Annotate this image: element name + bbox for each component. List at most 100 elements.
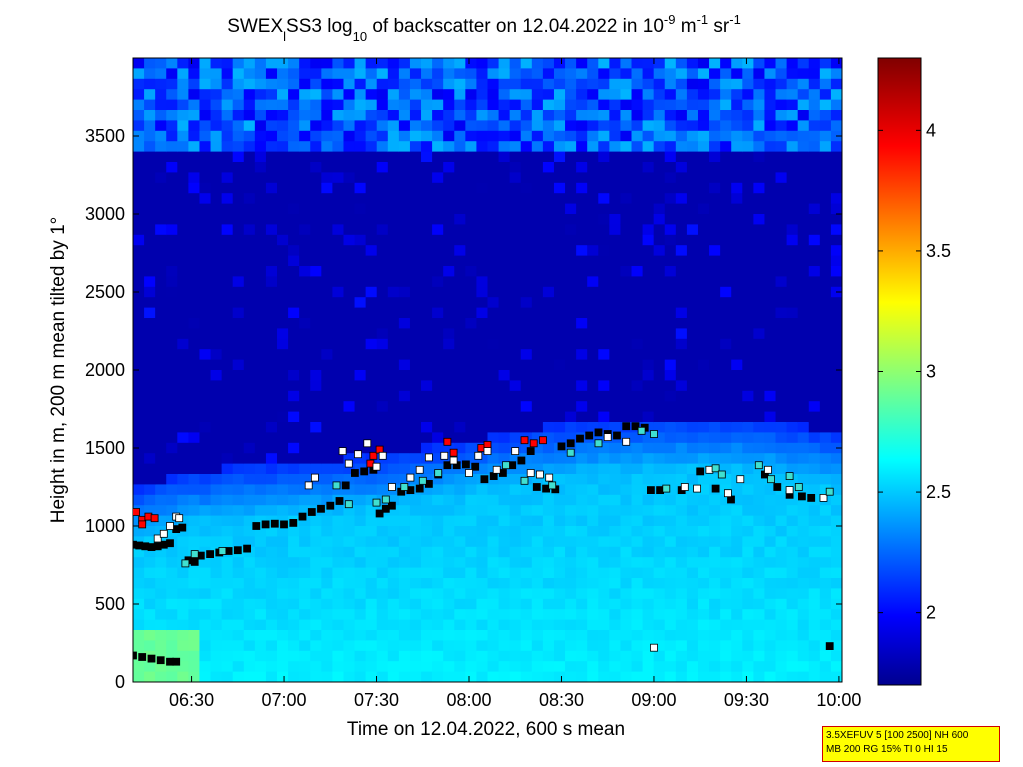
heatmap-cell [675, 380, 688, 392]
heatmap-cell [343, 78, 356, 90]
colorbar-tick-label: 3 [926, 362, 936, 382]
heatmap-cell [819, 515, 832, 527]
heatmap-cell [321, 110, 334, 121]
heatmap-cell [819, 650, 832, 662]
heatmap-cell [819, 162, 832, 173]
heatmap-cell [409, 370, 422, 381]
heatmap-cell [277, 578, 289, 589]
heatmap-cell [764, 234, 777, 246]
heatmap-cell [288, 255, 300, 267]
heatmap-cell [177, 162, 189, 173]
heatmap-cell [808, 172, 821, 184]
heatmap-cell [387, 380, 400, 392]
heatmap-cell [742, 328, 754, 340]
heatmap-cell [542, 671, 555, 682]
heatmap-cell [365, 297, 378, 309]
heatmap-cell [243, 297, 256, 309]
heatmap-cell [288, 318, 300, 329]
heatmap-cell [487, 578, 500, 589]
heatmap-cell [764, 370, 777, 381]
heatmap-cell [310, 380, 322, 392]
heatmap-cell [642, 453, 655, 465]
heatmap-cell [254, 203, 267, 215]
heatmap-cell [332, 120, 345, 132]
heatmap-cell [343, 640, 356, 652]
heatmap-cell [709, 297, 721, 309]
heatmap-cell [653, 661, 666, 673]
heatmap-cell [265, 266, 278, 277]
heatmap-cell [343, 567, 356, 579]
heatmap-cell [387, 588, 400, 600]
heatmap-cell [731, 349, 743, 361]
heatmap-cell [221, 120, 234, 132]
heatmap-cell [310, 224, 322, 236]
heatmap-cell [299, 557, 311, 569]
heatmap-cell [819, 557, 832, 569]
heatmap-cell [753, 68, 766, 80]
heatmap-cell [631, 661, 644, 673]
heatmap-cell [465, 78, 478, 90]
heatmap-cell [321, 380, 334, 392]
heatmap-cell [166, 141, 178, 153]
heatmap-cell [697, 526, 710, 537]
heatmap-cell [808, 526, 821, 537]
heatmap-cell [487, 661, 500, 673]
heatmap-cell [465, 370, 478, 381]
heatmap-cell [742, 297, 754, 309]
heatmap-cell [531, 78, 544, 90]
heatmap-cell [797, 151, 810, 163]
heatmap-cell [731, 89, 743, 101]
heatmap-cell [299, 193, 311, 205]
heatmap-cell [409, 276, 422, 288]
heatmap-cell [166, 671, 178, 682]
heatmap-cell [697, 650, 710, 662]
heatmap-cell [709, 266, 721, 277]
heatmap-cell [343, 390, 356, 402]
heatmap-cell [398, 234, 411, 246]
heatmap-cell [376, 619, 389, 631]
heatmap-cell [720, 671, 732, 682]
heatmap-cell [786, 432, 799, 444]
heatmap-cell [155, 515, 167, 527]
heatmap-cell [819, 671, 832, 682]
heatmap-cell [376, 609, 389, 621]
heatmap-cell [354, 214, 367, 225]
heatmap-cell [742, 318, 754, 329]
heatmap-cell [421, 276, 433, 288]
heatmap-cell [365, 432, 378, 444]
heatmap-cell [409, 182, 422, 194]
heatmap-cell [598, 172, 610, 184]
heatmap-cell [232, 245, 245, 257]
heatmap-cell [432, 598, 444, 610]
heatmap-cell [232, 286, 245, 298]
heatmap-cell [221, 390, 234, 402]
heatmap-cell [653, 224, 666, 236]
heatmap-cell [166, 370, 178, 381]
heatmap-cell [587, 68, 599, 80]
heatmap-cell [753, 328, 766, 340]
heatmap-cell [819, 245, 832, 257]
heatmap-cell [664, 401, 677, 413]
heatmap-cell [354, 307, 367, 319]
heatmap-cell [598, 89, 610, 101]
heatmap-cell [509, 536, 522, 548]
heatmap-cell [277, 505, 289, 517]
heatmap-cell [609, 224, 622, 236]
heatmap-cell [565, 567, 577, 579]
heatmap-cell [277, 463, 289, 475]
heatmap-cell [642, 286, 655, 298]
heatmap-cell [830, 245, 842, 257]
heatmap-cell [653, 640, 666, 652]
heatmap-cell [254, 307, 267, 319]
heatmap-cell [830, 338, 842, 350]
heatmap-cell [166, 380, 178, 392]
heatmap-cell [321, 390, 334, 402]
heatmap-cell [277, 640, 289, 652]
heatmap-cell [487, 141, 500, 153]
heatmap-cell [686, 255, 699, 267]
heatmap-cell [720, 162, 732, 173]
heatmap-cell [576, 214, 588, 225]
heatmap-cell [421, 110, 433, 121]
heatmap-cell [764, 588, 777, 600]
heatmap-cell [576, 245, 588, 257]
